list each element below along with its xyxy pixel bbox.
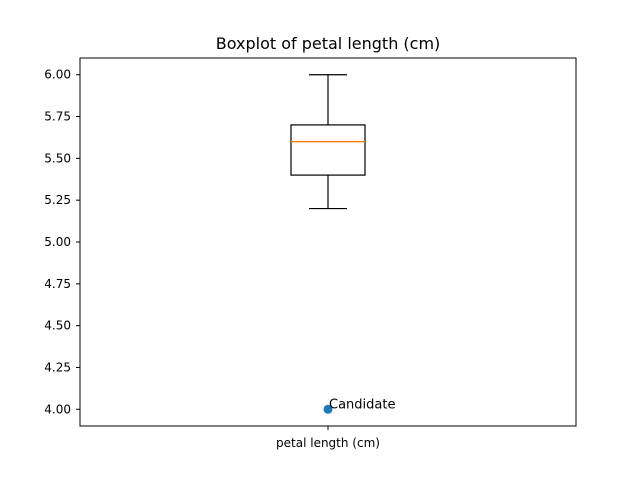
chart-title: Boxplot of petal length (cm) bbox=[216, 34, 441, 53]
candidate-point bbox=[323, 404, 333, 414]
candidate-label: Candidate bbox=[329, 397, 395, 412]
annotation-group: Candidate bbox=[323, 397, 395, 414]
x-tick-label: petal length (cm) bbox=[276, 436, 380, 450]
y-tick-label: 5.25 bbox=[44, 193, 71, 207]
y-tick-label: 4.75 bbox=[44, 277, 71, 291]
y-tick-label: 5.50 bbox=[44, 151, 71, 165]
x-axis: petal length (cm) bbox=[276, 426, 380, 450]
iqr-box bbox=[290, 124, 366, 176]
y-tick-label: 5.00 bbox=[44, 235, 71, 249]
y-tick-label: 4.25 bbox=[44, 360, 71, 374]
y-tick-label: 4.50 bbox=[44, 319, 71, 333]
y-tick-label: 4.00 bbox=[44, 402, 71, 416]
y-tick-label: 6.00 bbox=[44, 68, 71, 82]
y-axis: 4.00 4.25 4.50 4.75 5.00 5.25 5.50 5.75 6.00 bbox=[44, 68, 80, 416]
y-tick-label: 5.75 bbox=[44, 110, 71, 124]
box-plot-series bbox=[290, 74, 366, 210]
